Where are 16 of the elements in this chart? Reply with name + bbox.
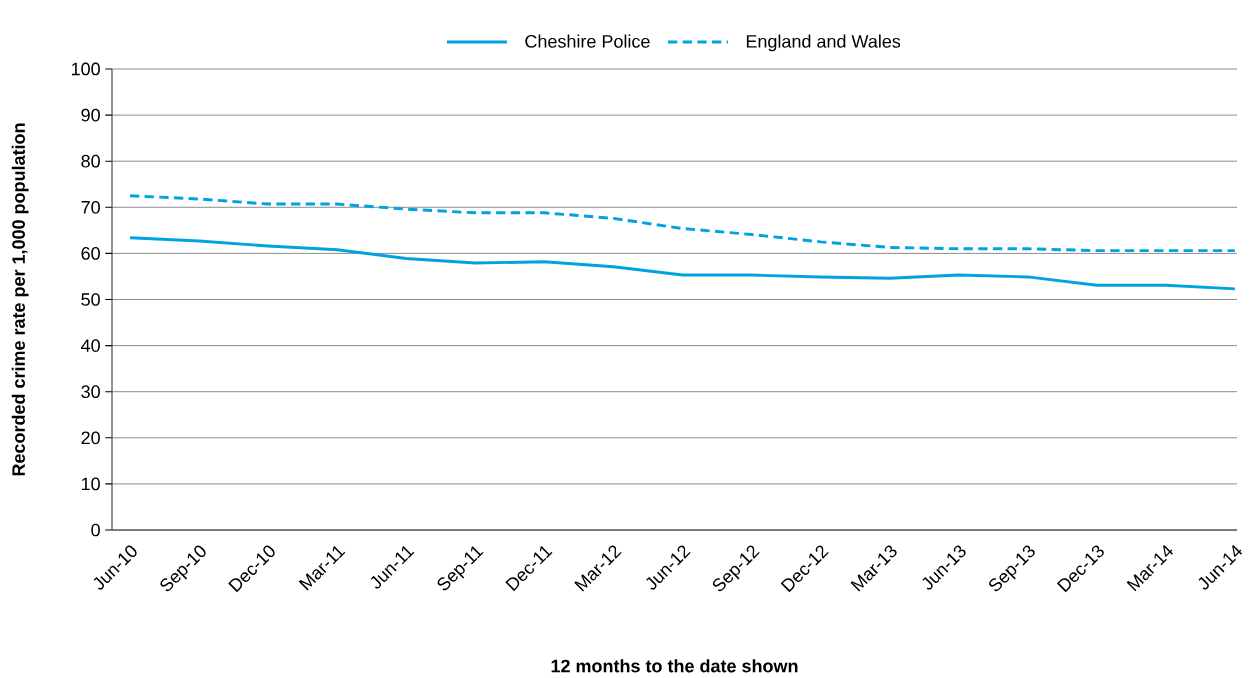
y-tick-label: 90 (81, 108, 100, 122)
y-tick-label: 60 (81, 247, 100, 260)
y-tick-label: 40 (81, 339, 100, 352)
y-tick-label: 80 (81, 154, 100, 168)
y-tick-label: 100 (71, 62, 100, 76)
y-tick-label: 20 (81, 431, 100, 445)
y-axis-title: Recorded crime rate per 1,000 population (11, 123, 29, 476)
x-axis-title: 12 months to the date shown (551, 659, 798, 673)
y-tick-label: 0 (91, 523, 100, 537)
y-tick-label: 70 (81, 200, 100, 214)
legend-label: England and Wales (746, 34, 901, 52)
line-series (128, 236, 1237, 291)
y-tick-label: 30 (81, 385, 100, 399)
y-tick-label: 10 (81, 477, 100, 491)
y-tick-label: 50 (81, 293, 100, 306)
legend-label: Cheshire Police (525, 34, 650, 48)
